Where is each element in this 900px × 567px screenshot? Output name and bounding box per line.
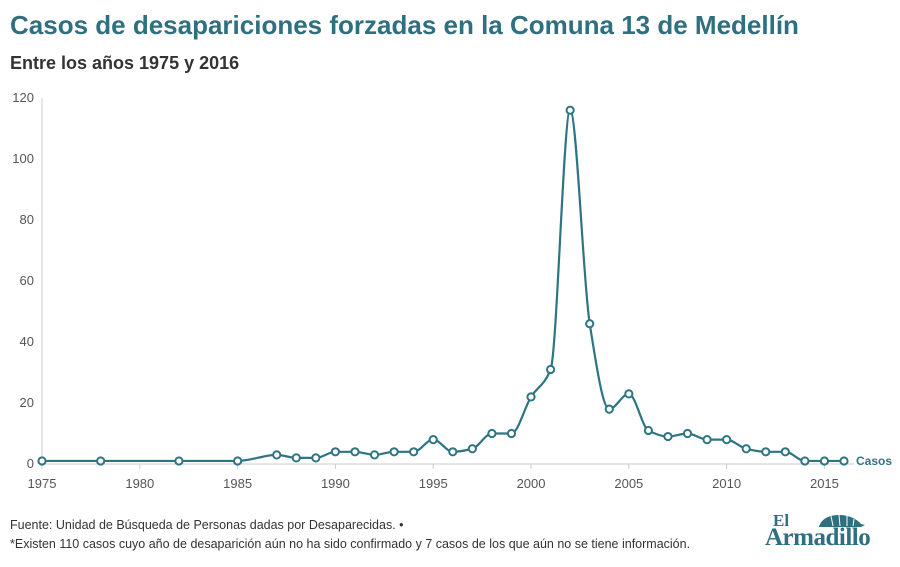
data-point [369, 450, 380, 460]
data-point [233, 456, 243, 466]
chart-footer: Fuente: Unidad de Búsqueda de Personas d… [10, 516, 690, 554]
y-tick-label: 20 [20, 395, 34, 410]
y-tick-label: 120 [12, 90, 34, 105]
data-point [311, 453, 321, 463]
x-tick-label: 1985 [223, 476, 252, 491]
data-point [624, 389, 634, 399]
data-point [506, 428, 517, 439]
x-tick-label: 2015 [810, 476, 839, 491]
y-tick-label: 60 [20, 273, 34, 288]
x-tick-label: 1990 [321, 476, 350, 491]
data-point [722, 435, 732, 445]
data-point [272, 450, 282, 460]
brand-logo: El Armadillo [765, 512, 890, 552]
series-line-casos [42, 109, 844, 463]
data-point [663, 431, 673, 442]
y-tick-label: 80 [20, 212, 34, 227]
y-tick-label: 0 [27, 456, 34, 471]
x-tick-label: 1975 [28, 476, 57, 491]
logo-name: Armadillo [765, 524, 871, 551]
data-point [467, 444, 477, 454]
data-point [487, 428, 497, 439]
x-tick-label: 2005 [614, 476, 643, 491]
data-point [174, 456, 184, 466]
data-point [330, 447, 341, 457]
data-point [96, 456, 106, 466]
data-point [741, 444, 751, 454]
data-point [350, 447, 360, 457]
chart-subtitle: Entre los años 1975 y 2016 [10, 53, 240, 73]
data-point [819, 456, 830, 466]
data-point [448, 447, 458, 457]
line-chart: 0 20 40 60 80 100 120 1975 1980 1985 1990 1995 2000 2… [12, 90, 892, 491]
data-point [526, 392, 536, 402]
data-point [839, 456, 849, 466]
chart-series: Casos [37, 105, 892, 468]
y-tick-label: 40 [20, 334, 34, 349]
logo-el: El [773, 511, 790, 530]
data-point [800, 456, 810, 466]
data-point [682, 428, 693, 439]
data-point [643, 425, 653, 436]
footnote: *Existen 110 casos cuyo año de desaparic… [10, 537, 691, 551]
source-note: Fuente: Unidad de Búsqueda de Personas d… [10, 518, 404, 532]
data-point [545, 364, 556, 375]
chart-axes: 0 20 40 60 80 100 120 1975 1980 1985 1990 1995 2000 2… [12, 90, 854, 491]
data-point [604, 404, 614, 414]
x-tick-label: 1995 [419, 476, 448, 491]
data-point [409, 447, 419, 457]
x-tick-label: 1980 [125, 476, 154, 491]
y-tick-label: 100 [12, 151, 34, 166]
data-point [291, 453, 301, 463]
data-point [702, 435, 712, 445]
x-tick-label: 2000 [517, 476, 546, 491]
data-point [389, 447, 399, 457]
data-point [428, 435, 438, 445]
data-point [565, 105, 575, 115]
chart-title: Casos de desapariciones forzadas en la C… [10, 10, 799, 40]
series-label-casos: Casos [856, 454, 892, 468]
data-point [780, 447, 790, 457]
x-tick-label: 2010 [712, 476, 741, 491]
data-point [37, 456, 47, 466]
data-point [761, 447, 771, 457]
data-point [585, 319, 595, 329]
armadillo-icon [819, 514, 865, 527]
